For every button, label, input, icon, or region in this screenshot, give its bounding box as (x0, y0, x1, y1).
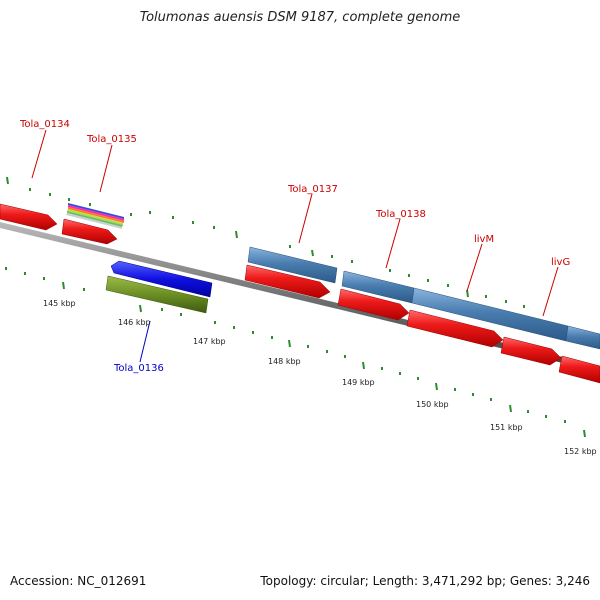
feature-tola-0136-olive[interactable] (105, 275, 209, 314)
forward-cds-track (0, 203, 600, 384)
feature-tola-0137-blue[interactable] (247, 246, 338, 284)
kbp-label: 146 kbp (118, 318, 151, 327)
kbp-label: 150 kbp (416, 400, 449, 409)
feature-tola-0135-strips[interactable] (66, 203, 124, 229)
gene-label-tola-0136[interactable]: Tola_0136 (113, 363, 164, 374)
gene-label-tola-0135[interactable]: Tola_0135 (86, 134, 137, 145)
accession-text: Accession: NC_012691 (10, 574, 147, 588)
feature-bars-track (247, 246, 600, 350)
kbp-label: 145 kbp (43, 299, 76, 308)
gene-label-livm[interactable]: livM (474, 234, 494, 245)
label-leaders (31, 129, 559, 363)
inner-tick-track (5, 267, 586, 438)
kbp-label: 148 kbp (268, 357, 301, 366)
topology-text: Topology: circular; Length: 3,471,292 bp… (260, 574, 590, 588)
cds-tola-0134[interactable] (0, 203, 58, 231)
feature-livg-blue[interactable] (565, 325, 600, 350)
kbp-label: 147 kbp (193, 337, 226, 346)
cds-livg-red[interactable] (500, 336, 562, 366)
reverse-features (105, 260, 213, 314)
outer-tick-track (6, 176, 587, 334)
kbp-label: 152 kbp (564, 447, 597, 456)
gene-label-tola-0137[interactable]: Tola_0137 (287, 184, 338, 195)
kbp-label: 151 kbp (490, 423, 523, 432)
kbp-label: 149 kbp (342, 378, 375, 387)
cds-tola-0135[interactable] (61, 218, 118, 245)
gene-label-livg[interactable]: livG (551, 257, 570, 268)
cds-tola-0136-blue[interactable] (110, 260, 213, 298)
cds-next-red[interactable] (558, 355, 600, 384)
cds-livm-red[interactable] (406, 309, 504, 348)
map-title: Tolumonas auensis DSM 9187, complete gen… (139, 10, 461, 25)
gene-label-tola-0134[interactable]: Tola_0134 (19, 119, 70, 130)
gene-label-tola-0138[interactable]: Tola_0138 (375, 209, 426, 220)
cds-tola-0137-red[interactable] (244, 264, 331, 299)
cds-tola-0138-red[interactable] (337, 288, 410, 321)
